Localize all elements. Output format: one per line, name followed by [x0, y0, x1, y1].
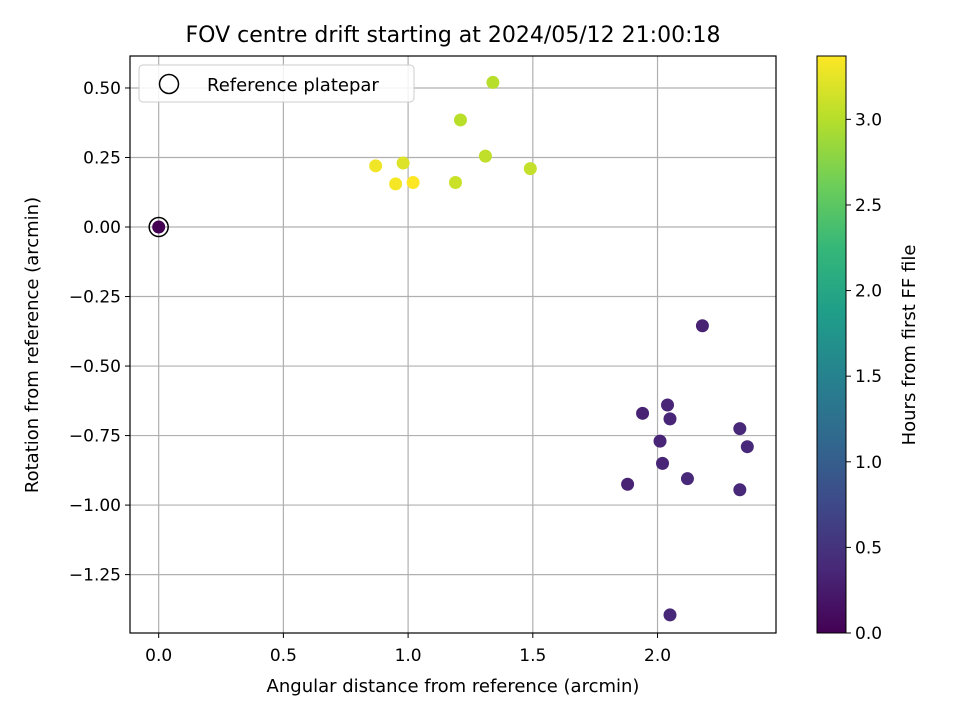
x-tick-label: 0.0	[145, 646, 172, 666]
colorbar-tick-label: 0.0	[855, 624, 882, 644]
data-point	[369, 159, 383, 173]
y-tick-label: −1.25	[69, 566, 121, 586]
colorbar-tick-label: 1.0	[855, 453, 882, 473]
data-point	[663, 412, 677, 426]
data-point	[740, 440, 754, 454]
x-tick-label: 1.0	[395, 646, 422, 666]
y-axis-label: Rotation from reference (arcmin)	[22, 197, 43, 493]
legend-marker-reference	[158, 73, 180, 95]
data-point	[653, 434, 667, 448]
colorbar-tick-label: 1.5	[855, 367, 882, 387]
data-point	[152, 220, 166, 234]
y-tick-label: 0.50	[83, 79, 121, 99]
data-point	[406, 176, 420, 190]
plot-area-frame	[129, 55, 777, 634]
data-point	[486, 75, 500, 89]
grid-lines	[130, 56, 776, 633]
data-point	[656, 456, 670, 470]
reference-platepar-marker	[148, 216, 169, 238]
data-point	[453, 113, 467, 127]
y-tick-label: −0.25	[69, 288, 121, 308]
data-point	[663, 608, 677, 622]
y-axis-ticks: 0.50 0.25 0.00 −0.25 −0.50 −0.75 −1.00 −1.25	[69, 79, 130, 586]
data-point	[733, 422, 747, 436]
colorbar-tick-label: 2.5	[855, 196, 882, 216]
y-tick-label: 0.00	[83, 218, 121, 238]
data-point	[661, 398, 675, 412]
data-point	[478, 149, 492, 163]
x-axis-label: Angular distance from reference (arcmin)	[267, 676, 640, 697]
data-points	[148, 75, 754, 622]
y-tick-label: 0.25	[83, 148, 121, 168]
data-point	[621, 477, 635, 491]
data-point	[680, 472, 694, 486]
data-point	[448, 176, 462, 190]
data-point	[636, 406, 650, 420]
legend-label-reference: Reference platepar	[207, 75, 379, 96]
x-axis-ticks: 0.0 0.5 1.0 1.5 2.0	[145, 633, 671, 666]
x-tick-label: 0.5	[270, 646, 297, 666]
x-tick-label: 1.5	[519, 646, 546, 666]
colorbar-tick-label: 3.0	[855, 110, 882, 130]
colorbar	[816, 55, 847, 634]
data-point	[389, 177, 403, 191]
y-tick-label: −1.00	[69, 496, 121, 516]
y-tick-label: −0.75	[69, 427, 121, 447]
y-tick-label: −0.50	[69, 357, 121, 377]
colorbar-ticks: 0.0 0.5 1.0 1.5 2.0 2.5 3.0	[846, 110, 882, 644]
chart-title: FOV centre drift starting at 2024/05/12 …	[186, 23, 721, 48]
legend-box	[138, 64, 415, 103]
data-point	[733, 483, 747, 497]
data-point	[396, 156, 410, 170]
x-tick-label: 2.0	[644, 646, 671, 666]
data-point	[695, 319, 709, 333]
colorbar-tick-label: 2.0	[855, 282, 882, 302]
colorbar-tick-label: 0.5	[855, 538, 882, 558]
data-point	[523, 162, 537, 176]
colorbar-label: Hours from first FF file	[899, 245, 920, 446]
legend: Reference platepar	[138, 64, 415, 103]
